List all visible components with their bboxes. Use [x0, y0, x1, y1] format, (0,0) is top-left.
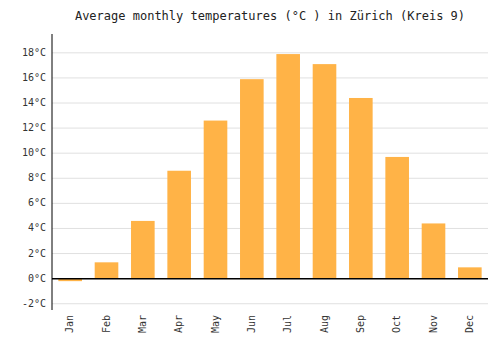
grid-line	[52, 77, 488, 78]
grid-line	[52, 203, 488, 204]
x-tick-label: Apr	[173, 315, 184, 333]
y-tick-label: -2°C	[22, 298, 46, 309]
bar	[458, 267, 482, 278]
y-tick-label: 12°C	[22, 122, 46, 133]
y-tick-label: 0°C	[28, 273, 46, 284]
bar	[131, 221, 155, 279]
y-tick-label: 18°C	[22, 47, 46, 58]
x-tick-label: May	[210, 315, 221, 333]
y-tick-label: 4°C	[28, 222, 46, 233]
grid-line	[52, 178, 488, 179]
x-tick-label: Jul	[282, 315, 293, 333]
grid-line	[52, 103, 488, 104]
x-tick-label: Nov	[428, 315, 439, 333]
x-axis: Jan Feb Mar Apr May Jun Jul Aug Sep Oct Nov Dec	[64, 315, 475, 333]
grid-line	[52, 52, 488, 53]
x-tick-label: Sep	[355, 315, 366, 333]
y-tick-label: 2°C	[28, 248, 46, 259]
grid-line	[52, 303, 488, 304]
y-axis: -2°C 0°C 2°C 4°C 6°C 8°C 10°C 12°C 14°C 16°C 18°C	[22, 47, 46, 309]
y-tick-label: 10°C	[22, 147, 46, 158]
x-tick-label: Jun	[246, 315, 257, 333]
x-tick-label: Oct	[391, 315, 402, 333]
grid	[52, 53, 488, 304]
x-tick-label: Aug	[319, 315, 330, 333]
y-tick-label: 14°C	[22, 97, 46, 108]
y-axis-line	[52, 34, 53, 310]
grid-line	[52, 128, 488, 129]
bar	[349, 98, 373, 279]
zero-line	[52, 278, 488, 280]
bar	[313, 64, 337, 279]
bar	[167, 171, 191, 279]
y-tick-label: 8°C	[28, 172, 46, 183]
y-tick-label: 6°C	[28, 197, 46, 208]
bars	[58, 54, 481, 281]
grid-line	[52, 153, 488, 154]
x-tick-label: Dec	[464, 315, 475, 333]
y-tick-label: 16°C	[22, 72, 46, 83]
chart: Average monthly temperatures (°C ) in Zü…	[0, 0, 500, 350]
bar	[95, 262, 119, 278]
bar	[385, 157, 409, 279]
x-tick-label: Feb	[101, 315, 112, 333]
bar	[204, 121, 228, 279]
chart-container: Average monthly temperatures (°C ) in Zü…	[0, 0, 500, 350]
bar	[240, 79, 264, 278]
bar	[422, 223, 446, 278]
grid-line	[52, 278, 488, 279]
x-tick-label: Mar	[137, 315, 148, 333]
x-tick-label: Jan	[64, 315, 75, 333]
bar	[276, 54, 300, 279]
title: Average monthly temperatures (°C ) in Zü…	[75, 9, 465, 23]
